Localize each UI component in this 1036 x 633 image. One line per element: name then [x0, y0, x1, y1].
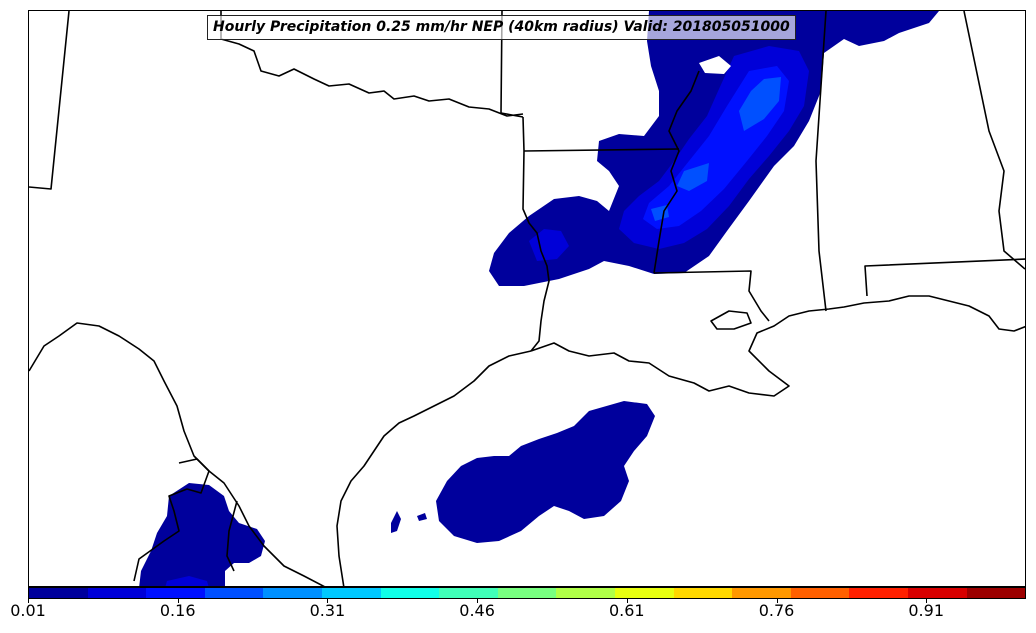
precip-contour-level-4-b: [677, 163, 709, 191]
colorbar-tick: [477, 599, 479, 603]
colorbar-tick: [626, 599, 628, 603]
colorbar-segment: [87, 588, 147, 598]
colorbar-tick-label: 0.16: [159, 601, 196, 620]
state-border-nm-tx: [29, 11, 70, 190]
colorbar-tick-label: 0.46: [459, 601, 495, 620]
colorbar-segment: [380, 588, 440, 598]
state-border-al-fl: [864, 258, 1025, 297]
colorbar: [28, 587, 1026, 599]
precip-dry-hole: [699, 56, 731, 74]
state-border-tx-ar-la: [522, 116, 550, 352]
precip-speck-2: [417, 513, 427, 521]
colorbar-segment: [614, 588, 674, 598]
colorbar-segment: [849, 588, 908, 598]
colorbar-segment: [146, 588, 205, 598]
precip-region-mexico: [139, 483, 265, 586]
precip-contour-gulf: [436, 401, 655, 543]
colorbar-tick: [776, 599, 778, 603]
colorbar-tick-label: 0.91: [908, 601, 944, 620]
state-border-la-ms-south: [653, 270, 770, 322]
colorbar-segment: [263, 588, 322, 598]
colorbar-tick-label: 0.31: [309, 601, 346, 620]
colorbar-segment: [966, 588, 1026, 598]
coastline-gulf: [530, 295, 1025, 397]
colorbar-segment: [732, 588, 791, 598]
precip-contour-mexico: [139, 483, 265, 586]
mexico-state-border: [133, 458, 210, 582]
colorbar-segment: [790, 588, 850, 598]
colorbar-tick: [327, 599, 329, 603]
precip-contour-level-2-west: [529, 229, 569, 261]
state-border-al-ga: [963, 11, 1025, 270]
colorbar-tick-label: 0.76: [758, 601, 795, 620]
state-border-ar-la: [523, 148, 680, 152]
mississippi-river: [653, 70, 700, 274]
precip-region-gulf: [391, 401, 655, 543]
colorbar-tick: [926, 599, 928, 603]
precip-region-arkansas-mississippi: [489, 11, 939, 286]
mexico-state-border-2: [226, 500, 238, 572]
boundary-lines: [29, 11, 1025, 586]
map-frame: [28, 10, 1026, 587]
colorbar-segment: [497, 588, 557, 598]
colorbar-tick-label: 0.61: [608, 601, 645, 620]
precip-contour-mexico-inner: [165, 576, 209, 586]
colorbar-segment: [556, 588, 615, 598]
state-border-ok-tx-red-river: [220, 11, 524, 117]
colorbar-tick-label: 0.01: [10, 601, 46, 620]
colorbar-segment: [29, 588, 88, 598]
colorbar-ticks: 0.01 0.16 0.31 0.46 0.61 0.76 0.91: [0, 599, 1036, 633]
colorbar-tick: [177, 599, 179, 603]
precip-contour-level-4: [739, 77, 781, 131]
precipitation-map: [29, 11, 1025, 586]
map-title: Hourly Precipitation 0.25 mm/hr NEP (40k…: [207, 15, 796, 40]
colorbar-segment: [321, 588, 381, 598]
state-border-ms-al: [815, 11, 827, 312]
coastline-texas: [336, 350, 532, 586]
colorbar-segment: [204, 588, 264, 598]
colorbar-tick: [28, 599, 29, 603]
texas-mexico-border: [29, 322, 325, 586]
colorbar-segment: [439, 588, 498, 598]
lake-pontchartrain: [710, 310, 752, 330]
colorbar-segment: [907, 588, 967, 598]
colorbar-segment: [673, 588, 733, 598]
state-border-ok-ar: [500, 11, 524, 118]
precip-speck-1: [391, 511, 401, 533]
